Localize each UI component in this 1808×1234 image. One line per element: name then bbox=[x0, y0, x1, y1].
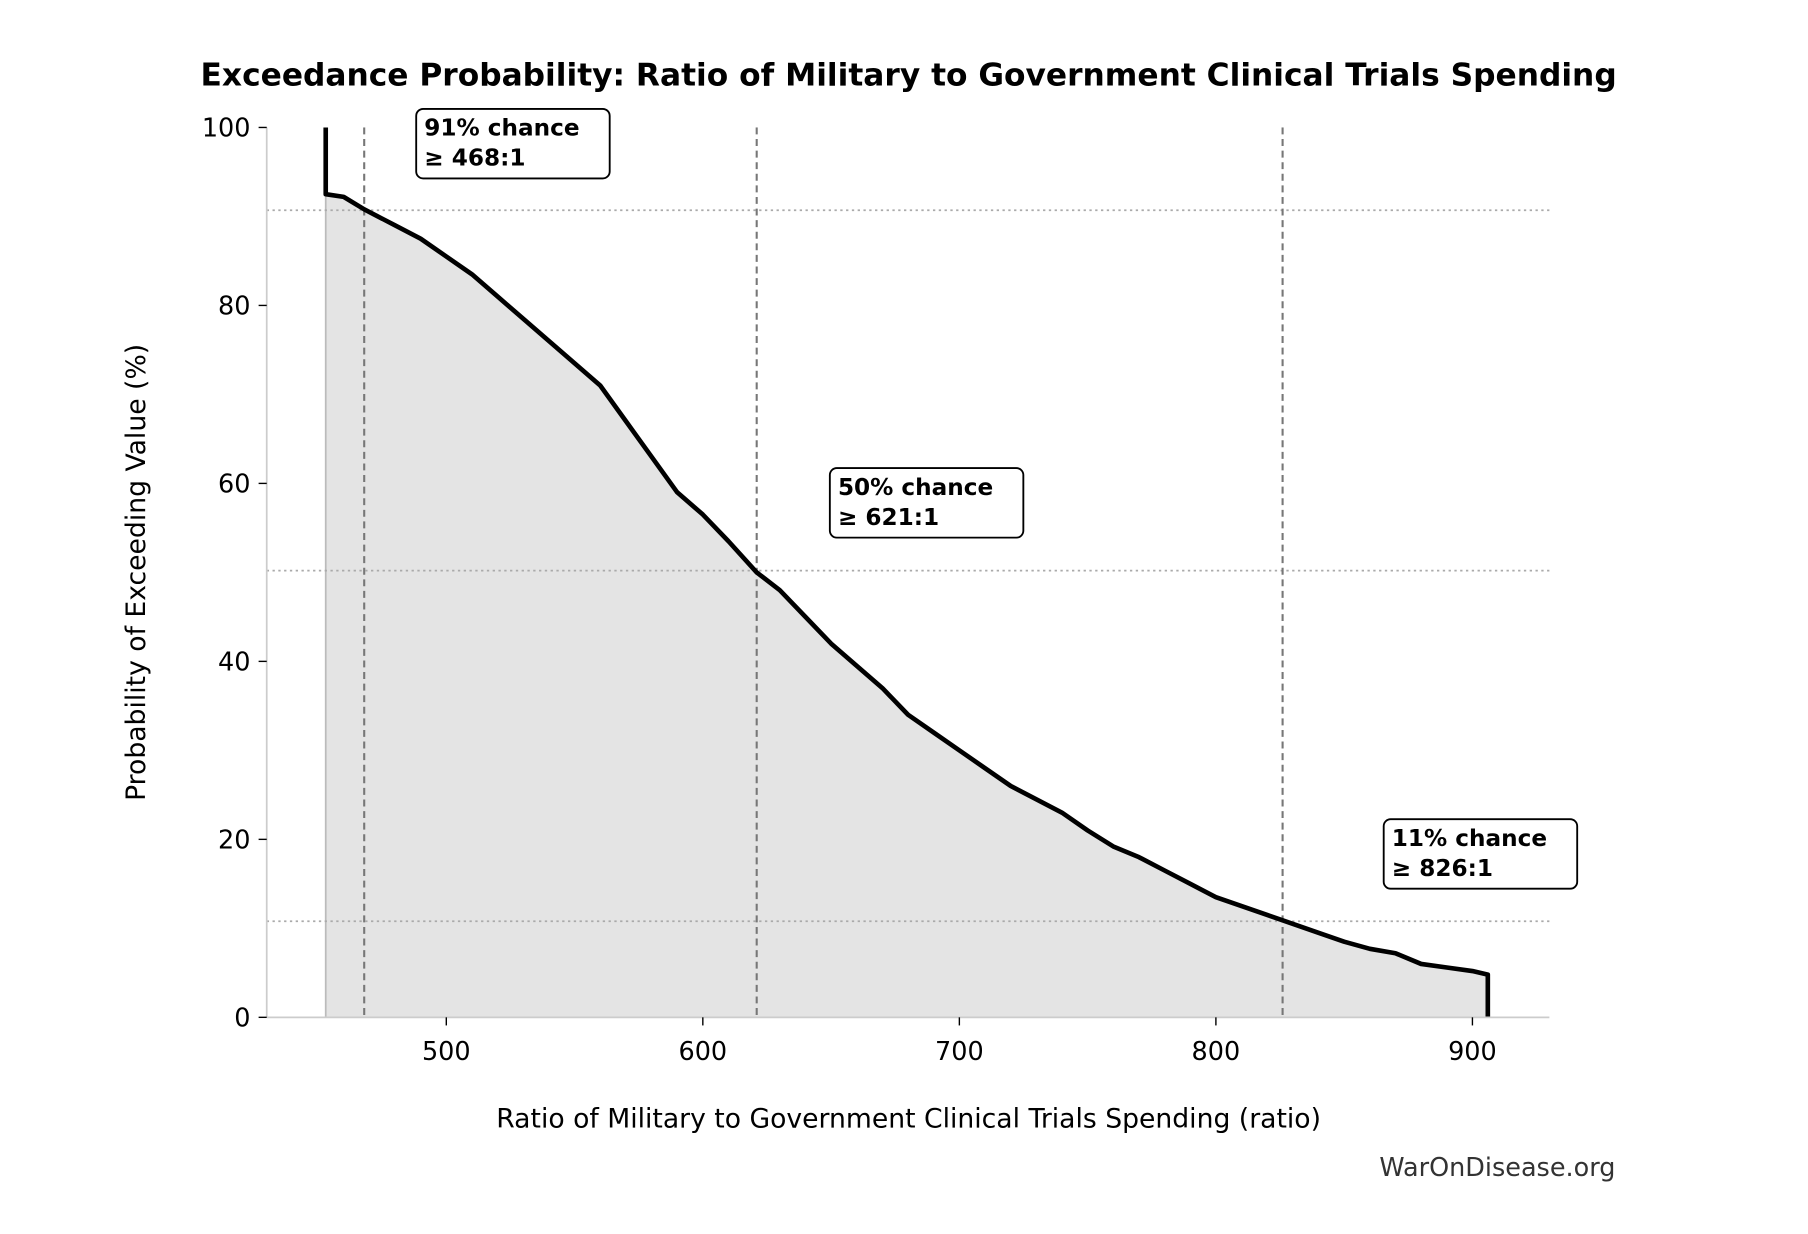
annotation-probability: 50% chance bbox=[838, 474, 993, 501]
annotation-box: 11% chance ≥ 826:1 bbox=[1382, 818, 1579, 890]
plot-area: 500 600 700 800 900 0 20 40 60 80 100 91% chance ≥ 4… bbox=[202, 107, 1579, 1067]
y-tick-label: 0 bbox=[234, 1004, 250, 1034]
y-tick-label: 80 bbox=[218, 292, 250, 322]
annotation-probability: 11% chance bbox=[1392, 825, 1547, 852]
x-tick-label: 900 bbox=[1448, 1037, 1497, 1067]
exceedance-curve bbox=[323, 127, 1491, 1018]
y-tick-label: 40 bbox=[218, 648, 250, 678]
annotation-box: 91% chance ≥ 468:1 bbox=[415, 107, 611, 180]
annotation-frame bbox=[415, 107, 611, 180]
x-tick-label: 600 bbox=[679, 1037, 728, 1067]
x-tick-label: 500 bbox=[422, 1037, 471, 1067]
y-tick-label: 20 bbox=[218, 826, 250, 856]
x-tick-label: 800 bbox=[1192, 1037, 1241, 1067]
y-tick-label: 100 bbox=[202, 114, 251, 144]
x-axis-label: Ratio of Military to Government Clinical… bbox=[496, 1103, 1321, 1134]
annotation-value: ≥ 826:1 bbox=[1392, 855, 1493, 882]
annotation-frame bbox=[1382, 818, 1579, 890]
annotation-probability: 91% chance bbox=[424, 115, 579, 142]
annotation-value: ≥ 621:1 bbox=[838, 504, 939, 531]
exceedance-fill bbox=[325, 127, 1488, 1018]
annotation-box: 50% chance ≥ 621:1 bbox=[828, 467, 1025, 539]
y-axis-label: Probability of Exceeding Value (%) bbox=[121, 344, 152, 801]
x-tick-label: 700 bbox=[935, 1037, 984, 1067]
watermark: WarOnDisease.org bbox=[1379, 1153, 1615, 1183]
annotation-frame bbox=[828, 467, 1025, 539]
y-tick-label: 60 bbox=[218, 470, 250, 500]
chart-title: Exceedance Probability: Ratio of Militar… bbox=[201, 58, 1617, 94]
annotation-value: ≥ 468:1 bbox=[424, 145, 525, 172]
